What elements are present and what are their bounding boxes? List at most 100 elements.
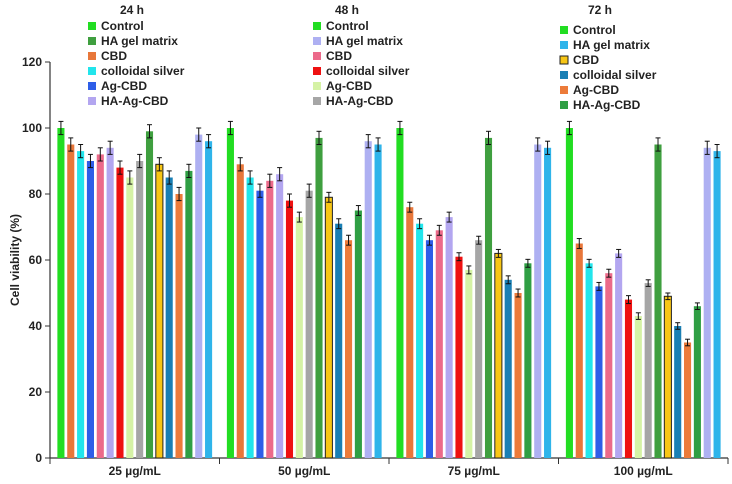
legend-swatch [88, 37, 96, 45]
bar [276, 174, 284, 458]
legend-label: HA-Ag-CBD [573, 98, 641, 112]
legend-label: Control [101, 19, 144, 33]
legend-label: Control [573, 23, 616, 37]
bar [345, 240, 353, 458]
bar [236, 164, 244, 459]
bar [514, 293, 522, 458]
bar [455, 256, 463, 458]
bar [425, 240, 433, 458]
legend-swatch [313, 37, 321, 45]
legend-swatch [560, 86, 568, 94]
legend-title: 48 h [335, 3, 359, 17]
bar [67, 144, 75, 458]
legend-swatch [313, 97, 321, 105]
legend-label: Ag-CBD [573, 83, 619, 97]
legend-label: colloidal silver [573, 68, 657, 82]
bar [524, 263, 532, 458]
legend-swatch [560, 26, 568, 34]
bar [57, 128, 65, 458]
bar [136, 161, 144, 458]
legend-swatch [88, 67, 96, 75]
x-tick-label: 75 µg/mL [448, 464, 500, 478]
y-tick-label: 0 [35, 451, 42, 465]
bar [126, 177, 134, 458]
bar [465, 269, 473, 458]
bar [155, 163, 164, 459]
bar [246, 177, 254, 458]
legend-label: CBD [101, 49, 127, 63]
legend-swatch [88, 97, 96, 105]
bar [165, 177, 173, 458]
bar [494, 252, 503, 459]
axes-layer: 0 20 40 60 80 100 120 25 µg/mL 50 µg/mL 75 µg/mL 1… [22, 55, 729, 478]
legend-label: Ag-CBD [326, 79, 372, 93]
bar [693, 306, 701, 458]
legend-swatch [88, 22, 96, 30]
bar [185, 170, 193, 458]
x-tick-label: 100 µg/mL [614, 464, 673, 478]
bar [396, 128, 404, 458]
bar [674, 326, 682, 458]
bar [335, 223, 343, 458]
bar [266, 180, 274, 459]
bar [195, 134, 203, 458]
legend-label: HA gel matrix [573, 38, 650, 52]
legend-swatch [313, 52, 321, 60]
bar [374, 144, 382, 458]
legend-title: 24 h [120, 3, 144, 17]
y-tick-label: 100 [22, 121, 42, 135]
legend-swatch [560, 71, 568, 79]
bar [116, 167, 124, 458]
y-tick-label: 120 [22, 55, 42, 69]
bar [175, 194, 183, 458]
legend-swatch [560, 41, 568, 49]
y-tick-label: 40 [29, 319, 43, 333]
y-tick-label: 20 [29, 385, 43, 399]
bar [634, 316, 642, 458]
bar [77, 151, 85, 458]
legend-label: Control [326, 19, 369, 33]
bar [145, 131, 154, 459]
legend-swatch [313, 22, 321, 30]
bar [435, 230, 443, 458]
legend-label: CBD [326, 49, 352, 63]
legend-label: HA-Ag-CBD [101, 94, 169, 108]
legend-swatch [313, 82, 321, 90]
legend-swatch [313, 67, 321, 75]
legend-title: 72 h [588, 3, 612, 17]
legend-label: HA gel matrix [326, 34, 403, 48]
legend-swatch [559, 55, 569, 65]
bar [295, 217, 303, 458]
legend-label: HA-Ag-CBD [326, 94, 394, 108]
bar [226, 128, 234, 458]
x-tick-label: 50 µg/mL [278, 464, 330, 478]
bar [86, 161, 94, 458]
bar [445, 217, 453, 458]
bar [615, 253, 623, 458]
legend-label: colloidal silver [326, 64, 410, 78]
bar [406, 207, 414, 458]
bar [96, 154, 104, 458]
bar [534, 144, 542, 458]
legend-label: Ag-CBD [101, 79, 147, 93]
legend-swatch [88, 82, 96, 90]
bar [544, 147, 552, 459]
bars-layer [57, 120, 721, 459]
bar [106, 147, 114, 459]
bar [605, 273, 613, 458]
bar [575, 243, 583, 458]
bar [624, 299, 633, 458]
bar [256, 190, 264, 458]
bar [684, 342, 692, 458]
bar [416, 223, 424, 458]
y-tick-label: 60 [29, 253, 43, 267]
y-axis-label: Cell viability (%) [8, 214, 22, 306]
bar [205, 141, 213, 458]
x-tick-label: 25 µg/mL [109, 464, 161, 478]
bar [565, 128, 573, 458]
bar [713, 151, 721, 458]
bar [364, 141, 372, 458]
bar [644, 283, 652, 458]
